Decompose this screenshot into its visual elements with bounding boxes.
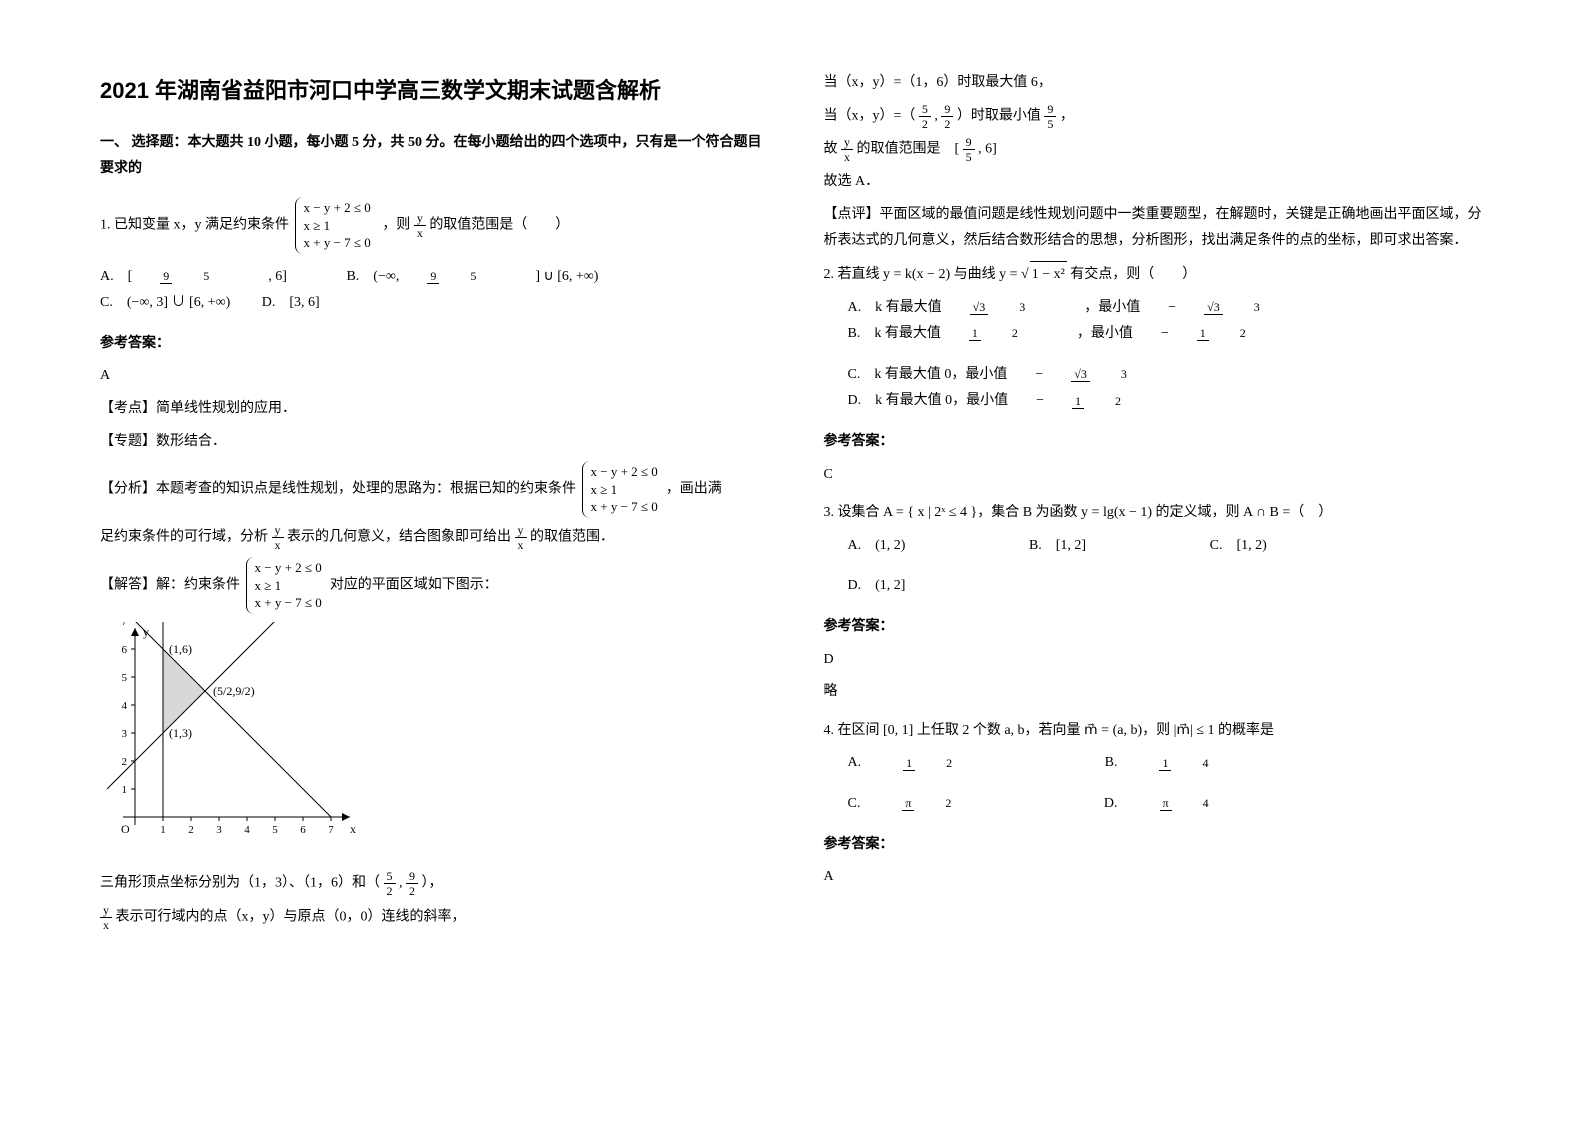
q4-choices-row2: C. π2 D. π4 <box>848 791 1488 818</box>
q1-slope: yx 表示可行域内的点（x，y）与原点（0，0）连线的斜率， <box>100 904 764 931</box>
svg-text:6: 6 <box>122 644 128 656</box>
q2-optA: A. k 有最大值 √33，最小值 −√33 <box>848 295 1319 322</box>
q1-frac: yx <box>414 212 426 239</box>
q1-constraints: x − y + 2 ≤ 0 x ≥ 1 x + y − 7 ≤ 0 <box>295 197 377 254</box>
svg-text:x: x <box>350 822 356 836</box>
q3-ans-head: 参考答案： <box>824 614 1488 641</box>
q3-note: 略 <box>824 679 1488 706</box>
q3-optC: C. [1, 2) <box>1210 533 1267 560</box>
svg-text:4: 4 <box>244 824 250 836</box>
c2-r4: 故选 A． <box>824 169 1488 196</box>
svg-text:6: 6 <box>300 824 306 836</box>
svg-text:2: 2 <box>122 756 128 768</box>
q1-kd: 【考点】简单线性规划的应用． <box>100 396 764 423</box>
q1-ans: A <box>100 363 764 390</box>
svg-text:(1,6): (1,6) <box>169 642 192 656</box>
q3-optB: B. [1, 2] <box>1029 533 1086 560</box>
q1-optC: C. (−∞, 3] ∪ [6, +∞) <box>100 290 230 317</box>
svg-text:7: 7 <box>122 622 128 628</box>
c2-r1: 当（x，y）=（1，6）时取最大值 6， <box>824 70 1488 97</box>
feasible-region-chart: 1 2 3 4 5 6 7 1 2 3 4 5 6 7 (1,6) (1,3) (5/2,9/2) Ox y <box>100 622 360 852</box>
svg-text:3: 3 <box>216 824 222 836</box>
q1-jd-constraints: x − y + 2 ≤ 0 x ≥ 1 x + y − 7 ≤ 0 <box>246 557 328 614</box>
q1-optD: D. [3, 6] <box>262 290 320 317</box>
q2-choices-row2: C. k 有最大值 0，最小值 −√33 D. k 有最大值 0，最小值 −12 <box>848 362 1488 415</box>
svg-text:(1,3): (1,3) <box>169 726 192 740</box>
q1-choices: A. [95, 6] B. (−∞, 95] ∪ [6, +∞) C. (−∞,… <box>100 264 764 317</box>
q1-stem-c: 的取值范围是（ ） <box>429 218 569 233</box>
q1-fx2: 足约束条件的可行域，分析 yx 表示的几何意义，结合图象即可给出 yx 的取值范… <box>100 524 764 551</box>
q4-optA: A. 12 <box>848 750 1012 777</box>
q3-ans: D <box>824 647 1488 674</box>
q1-zt: 【专题】数形结合． <box>100 429 764 456</box>
svg-text:1: 1 <box>122 784 128 796</box>
question-3: 3. 设集合 A = { x | 2ˣ ≤ 4 }，集合 B 为函数 y = l… <box>824 500 1488 527</box>
question-1: 1. 已知变量 x，y 满足约束条件 x − y + 2 ≤ 0 x ≥ 1 x… <box>100 197 764 254</box>
doc-title: 2021 年湖南省益阳市河口中学高三数学文期末试题含解析 <box>100 70 764 112</box>
q3-optD: D. (1, 2] <box>848 573 906 600</box>
svg-text:5: 5 <box>122 672 128 684</box>
svg-text:3: 3 <box>122 728 128 740</box>
q4-optD: D. π4 <box>1104 791 1268 818</box>
q2-optC: C. k 有最大值 0，最小值 −√33 <box>848 362 1186 389</box>
svg-text:2: 2 <box>188 824 194 836</box>
svg-text:4: 4 <box>122 700 128 712</box>
q3-choices: A. (1, 2) B. [1, 2] C. [1, 2) <box>848 533 1488 560</box>
q3-optA: A. (1, 2) <box>848 533 906 560</box>
q1-stem-a: 1. 已知变量 x，y 满足约束条件 <box>100 218 289 233</box>
svg-text:y: y <box>143 625 149 639</box>
q1-jd: 【解答】解：约束条件 x − y + 2 ≤ 0 x ≥ 1 x + y − 7… <box>100 557 764 614</box>
left-column: 2021 年湖南省益阳市河口中学高三数学文期末试题含解析 一、 选择题：本大题共… <box>100 70 764 1082</box>
right-column: 当（x，y）=（1，6）时取最大值 6， 当（x，y）=（ 52 , 92 ）时… <box>824 70 1488 1082</box>
q2-ans-head: 参考答案： <box>824 429 1488 456</box>
q4-ans-head: 参考答案： <box>824 832 1488 859</box>
q1-triangle: 三角形顶点坐标分别为（1，3）、（1，6）和（ 52 , 92 ）， <box>100 870 764 897</box>
svg-text:5: 5 <box>272 824 278 836</box>
q1-optA: A. [95, 6] <box>100 264 315 291</box>
svg-text:(5/2,9/2): (5/2,9/2) <box>213 684 255 698</box>
q4-ans: A <box>824 864 1488 891</box>
c2-r2: 当（x，y）=（ 52 , 92 ）时取最小值 95 ， <box>824 103 1488 130</box>
q4-optB: B. 14 <box>1105 750 1268 777</box>
q3-choices-2: D. (1, 2] <box>848 573 1488 600</box>
q1-c2: x ≥ 1 <box>304 217 371 235</box>
q1-c1: x − y + 2 ≤ 0 <box>304 199 371 217</box>
question-4: 4. 在区间 [0, 1] 上任取 2 个数 a, b，若向量 m⃗ = (a,… <box>824 718 1488 745</box>
svg-text:O: O <box>121 822 130 836</box>
section-1-head: 一、 选择题：本大题共 10 小题，每小题 5 分，共 50 分。在每小题给出的… <box>100 130 764 183</box>
q2-optB: B. k 有最大值 12，最小值 −12 <box>848 321 1305 348</box>
q1-ans-head: 参考答案： <box>100 331 764 358</box>
c2-dp: 【点评】平面区域的最值问题是线性规划问题中一类重要题型，在解题时，关键是正确地画… <box>824 202 1488 255</box>
q1-fx-constraints: x − y + 2 ≤ 0 x ≥ 1 x + y − 7 ≤ 0 <box>582 461 664 518</box>
svg-text:1: 1 <box>160 824 166 836</box>
q1-c3: x + y − 7 ≤ 0 <box>304 234 371 252</box>
svg-text:7: 7 <box>328 824 334 836</box>
q2-choices-row1: A. k 有最大值 √33，最小值 −√33 B. k 有最大值 12，最小值 … <box>848 295 1488 348</box>
question-2: 2. 若直线 y = k(x − 2) 与曲线 y = √1 − x² 有交点，… <box>824 261 1488 289</box>
q1-stem-b: ，则 <box>382 218 410 233</box>
q1-optB: B. (−∞, 95] ∪ [6, +∞) <box>346 264 626 291</box>
q4-optC: C. π2 <box>848 791 1011 818</box>
q2-optD: D. k 有最大值 0，最小值 −12 <box>848 388 1181 415</box>
c2-r3: 故 yx 的取值范围是 [ 95 , 6] <box>824 136 1488 163</box>
q1-graph: 1 2 3 4 5 6 7 1 2 3 4 5 6 7 (1,6) (1,3) (5/2,9/2) Ox y <box>100 622 764 863</box>
q1-fx: 【分析】本题考查的知识点是线性规划，处理的思路为：根据已知的约束条件 x − y… <box>100 461 764 518</box>
q4-choices-row1: A. 12 B. 14 <box>848 750 1488 777</box>
q2-ans: C <box>824 462 1488 489</box>
